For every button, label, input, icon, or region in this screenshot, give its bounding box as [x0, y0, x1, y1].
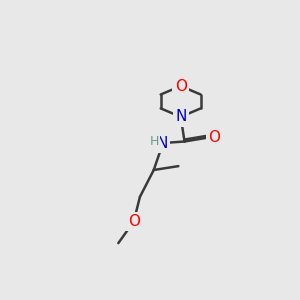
Text: O: O — [208, 130, 220, 145]
Text: N: N — [175, 109, 186, 124]
Text: H: H — [150, 135, 159, 148]
Text: O: O — [128, 214, 140, 229]
Text: N: N — [157, 136, 168, 151]
Text: O: O — [175, 79, 187, 94]
